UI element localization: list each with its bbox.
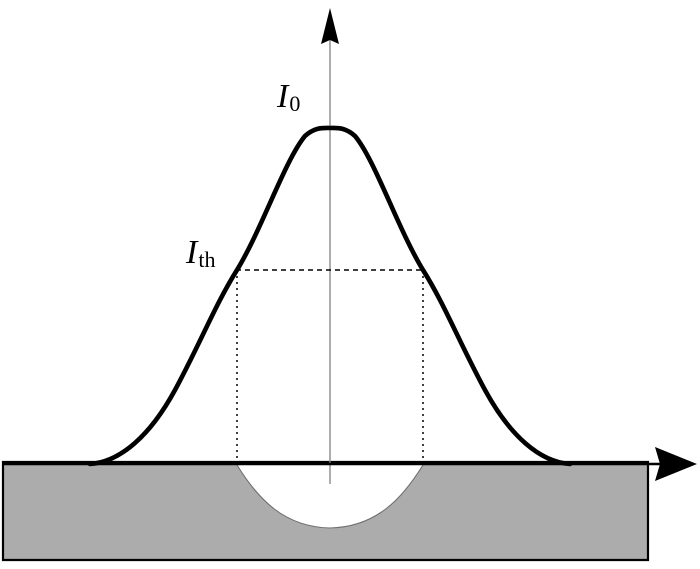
crater-outline	[236, 464, 424, 529]
right-arrow-icon	[655, 447, 697, 481]
ablation-crater	[237, 465, 423, 528]
gaussian-intensity-profile	[87, 125, 573, 467]
peak-intensity-symbol: I	[277, 78, 289, 115]
peak-intensity-subscript: 0	[289, 91, 301, 117]
substrate-group	[1, 460, 650, 562]
threshold-intensity-symbol: I	[186, 234, 198, 271]
threshold-intensity-subscript: th	[198, 247, 216, 273]
intensity-axis	[321, 8, 339, 484]
peak-intensity-label: I0	[277, 80, 300, 115]
threshold-intensity-label: Ith	[186, 236, 215, 271]
up-arrow-icon	[321, 8, 339, 44]
